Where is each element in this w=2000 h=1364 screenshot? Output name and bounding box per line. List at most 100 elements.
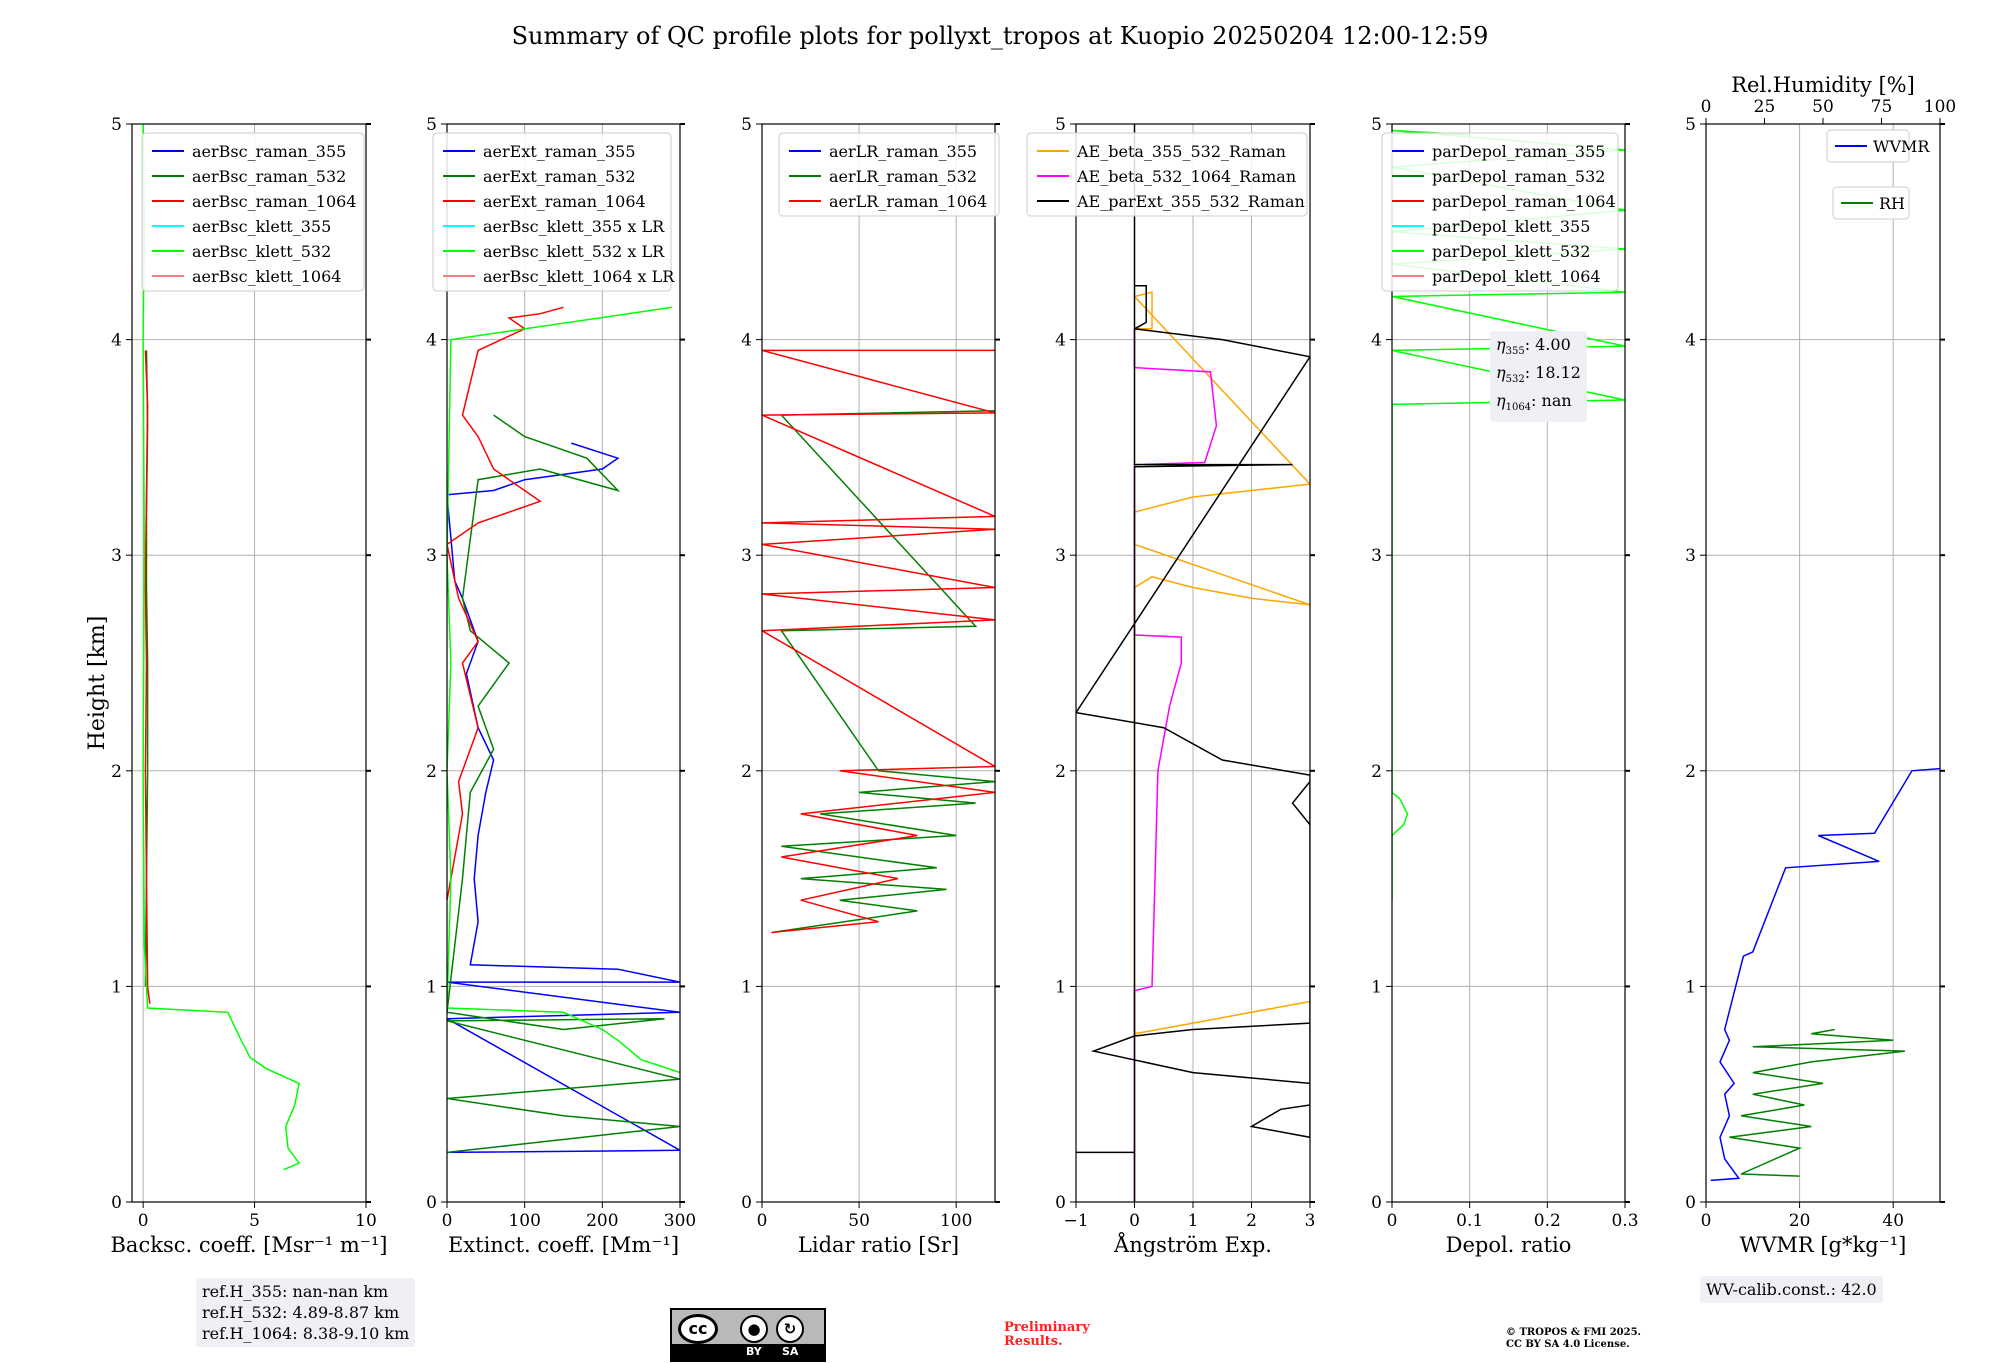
y-tick-label: 3 [426, 546, 437, 566]
y-tick-label: 1 [1055, 977, 1066, 997]
legend-label: aerBsc_klett_355 [192, 217, 331, 236]
x2-axis-label: Rel.Humidity [%] [1731, 73, 1915, 97]
legend-label: aerLR_raman_532 [829, 167, 977, 186]
cc-license-badge: cc ● ↻ BY SA [670, 1308, 826, 1362]
x-axis-label: Extinct. coeff. [Mm⁻¹] [448, 1233, 679, 1257]
copyright-line-2: CC BY SA 4.0 License. [1506, 1339, 1630, 1350]
series-line-aerlr-raman-532 [771, 409, 995, 934]
series-group [1076, 124, 1310, 1202]
legend-label: aerLR_raman_355 [829, 142, 977, 161]
eta-box: η355: 4.00 η532: 18.12 η1064: nan [1490, 331, 1587, 422]
x-tick-label: 0 [442, 1211, 453, 1231]
series-line-aerbsc-klett-532 [142, 124, 301, 1171]
axes-frame [131, 123, 367, 1203]
grid [1075, 123, 1311, 1203]
wv-calib-box: WV-calib.const.: 42.0 [1700, 1276, 1883, 1303]
y-tick-label: 0 [1685, 1193, 1696, 1213]
y-tick-label: 1 [1371, 977, 1382, 997]
legend-label: parDepol_raman_532 [1432, 167, 1605, 186]
y-tick-label: 5 [426, 115, 437, 135]
x-tick-label: 3 [1305, 1211, 1316, 1231]
legend-label: RH [1879, 194, 1905, 213]
grid [761, 123, 995, 1203]
legend: parDepol_raman_355 parDepol_raman_532 parD… [1381, 132, 1619, 292]
y-tick-label: 2 [741, 762, 752, 782]
figure-title: Summary of QC profile plots for pollyxt_… [512, 22, 1489, 50]
y-axis-label: Height [km] [85, 616, 110, 751]
y-tick-label: 2 [1371, 762, 1382, 782]
x-tick-label: 2 [1246, 1211, 1257, 1231]
y-tick-label: 3 [1685, 546, 1696, 566]
legend-box [1381, 132, 1619, 292]
y-tick-label: 5 [1685, 115, 1696, 135]
series-line-aerlr-raman-1064 [762, 349, 995, 934]
legend-label: aerExt_raman_532 [483, 167, 636, 186]
legend-box [1026, 132, 1308, 217]
legend: aerBsc_raman_355 aerBsc_raman_532 aerBsc_r… [141, 132, 365, 292]
legend-label: aerBsc_raman_1064 [192, 192, 357, 211]
y-tick-label: 1 [426, 977, 437, 997]
y-tick-label: 2 [426, 762, 437, 782]
x-axis-label: Ångström Exp. [1113, 1232, 1272, 1257]
y-tick-label: 2 [1685, 762, 1696, 782]
x2-tick-label: 0 [1701, 97, 1712, 117]
y-tick-label: 0 [111, 1193, 122, 1213]
y-tick-label: 5 [111, 115, 122, 135]
legend-label: aerBsc_raman_355 [192, 142, 346, 161]
x2-tick-label: 25 [1754, 97, 1776, 117]
legend-box [141, 132, 365, 292]
series-line-wvmr [1710, 767, 1940, 1182]
series-line-ae-beta-532-1064-raman [1133, 328, 1218, 1202]
x-tick-label: 0 [1129, 1211, 1140, 1231]
x-tick-label: 200 [586, 1211, 618, 1231]
y-tick-label: 0 [426, 1193, 437, 1213]
legend-label: aerExt_raman_1064 [483, 192, 646, 211]
y-tick-label: 3 [111, 546, 122, 566]
x2-tick-label: 50 [1812, 97, 1834, 117]
x2-tick-label: 100 [1924, 97, 1956, 117]
y-tick-label: 3 [1055, 546, 1066, 566]
x-tick-label: 0.1 [1456, 1211, 1483, 1231]
legend-label: AE_beta_532_1064_Raman [1076, 167, 1296, 186]
axes-frame [446, 123, 681, 1203]
x-tick-label: 10 [355, 1211, 377, 1231]
panel-2: 0 100 200 300 0 1 2 3 4 5 Extinct. coeff. [Mm⁻¹] ae… [426, 115, 696, 1257]
legend-label: AE_parExt_355_532_Raman [1076, 192, 1305, 211]
x-tick-label: 0 [757, 1211, 768, 1231]
x-axis-label: Lidar ratio [Sr] [798, 1233, 959, 1257]
reference-heights-box: ref.H_355: nan-nan km ref.H_532: 4.89-8.… [196, 1278, 416, 1347]
panel-3: 0 50 100 0 1 2 3 4 5 Lidar ratio [Sr] aerLR_raman_… [741, 115, 1000, 1257]
x-tick-label: 40 [1882, 1211, 1904, 1231]
y-tick-label: 4 [111, 331, 122, 351]
panel-6: 0 20 40 0 1 2 3 4 5 WVMR [g*kg⁻¹] 0 25 50 75 100 Rel.Hu… [1685, 73, 1956, 1257]
y-tick-label: 2 [1055, 762, 1066, 782]
badge-bottom-bar: BY SA [672, 1344, 824, 1360]
y-tick-label: 1 [741, 977, 752, 997]
series-line-aerbsc-klett-532-x-lr [447, 306, 680, 1074]
x-tick-label: 0 [1387, 1211, 1398, 1231]
y-tick-label: 0 [1371, 1193, 1382, 1213]
copyright-note: © TROPOS & FMI 2025. CC BY SA 4.0 Licens… [1506, 1327, 1641, 1351]
x-tick-label: 20 [1789, 1211, 1811, 1231]
preliminary-line-2: Results. [1004, 1334, 1063, 1349]
series-line-aerext-raman-532 [447, 414, 680, 1154]
legend: aerLR_raman_355 aerLR_raman_532 aerLR_rama… [778, 132, 1000, 217]
x-axis-label: Backsc. coeff. [Msr⁻¹ m⁻¹] [111, 1233, 388, 1257]
eta-355: η355: 4.00 [1496, 335, 1571, 358]
legend-label: aerBsc_klett_1064 x LR [483, 267, 675, 286]
grid [1705, 123, 1940, 1203]
series-group [1710, 767, 1940, 1182]
eta-1064: η1064: nan [1496, 391, 1572, 414]
legend: AE_beta_355_532_Raman AE_beta_532_1064_Ra… [1026, 132, 1308, 217]
y-tick-label: 4 [1685, 331, 1696, 351]
y-tick-label: 0 [1055, 1193, 1066, 1213]
legend-label: parDepol_raman_1064 [1432, 192, 1616, 211]
x-axis-label: Depol. ratio [1446, 1233, 1572, 1257]
legend-label: aerBsc_klett_532 x LR [483, 242, 665, 261]
y-tick-label: 4 [1371, 331, 1382, 351]
axes-frame [1705, 123, 1941, 1203]
